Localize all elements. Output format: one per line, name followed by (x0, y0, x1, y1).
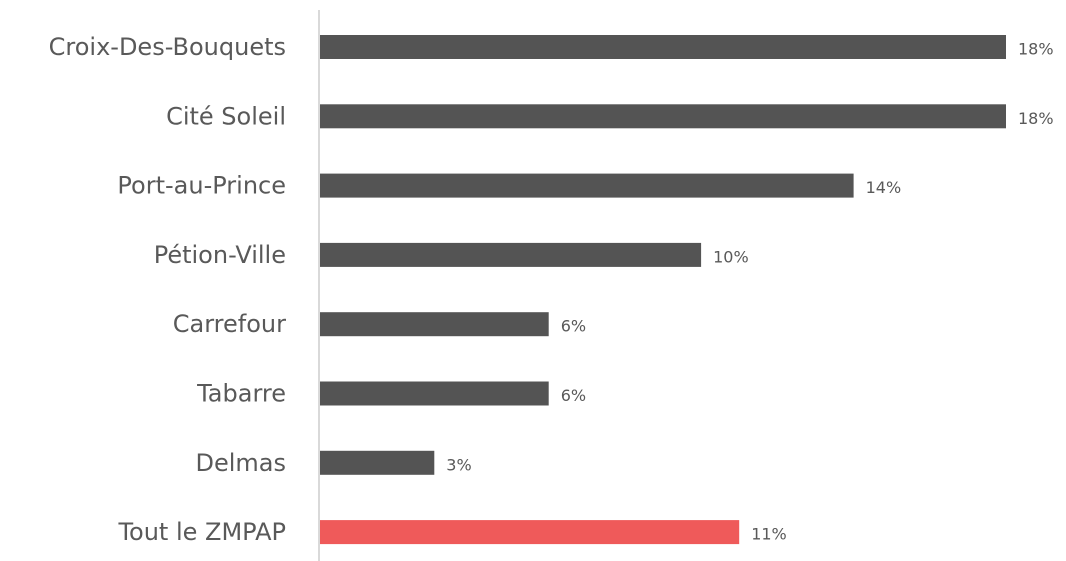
value-label-cite-soleil: 18% (1018, 109, 1054, 128)
value-label-petion-ville: 10% (713, 247, 749, 266)
category-label-tabarre: Tabarre (196, 380, 286, 408)
value-label-tout-le-zmpap: 11% (751, 525, 787, 544)
bars-group (320, 35, 1006, 545)
value-label-tabarre: 6% (561, 386, 586, 405)
category-label-port-au-prince: Port-au-Prince (117, 172, 286, 200)
category-label-carrefour: Carrefour (173, 310, 286, 338)
bar-port-au-prince (320, 173, 854, 198)
bar-petion-ville (320, 242, 702, 267)
category-label-delmas: Delmas (195, 449, 286, 477)
labels-group: Croix-Des-Bouquets 18% Cité Soleil 18% Port-… (49, 33, 1054, 546)
value-label-port-au-prince: 14% (866, 178, 902, 197)
bar-tabarre (320, 381, 549, 406)
bar-tout-le-zmpap (320, 520, 740, 545)
bar-delmas (320, 450, 435, 475)
value-label-croix-des-bouquets: 18% (1018, 40, 1054, 59)
bar-carrefour (320, 312, 549, 337)
category-label-cite-soleil: Cité Soleil (166, 102, 286, 130)
category-label-croix-des-bouquets: Croix-Des-Bouquets (49, 33, 286, 61)
bar-croix-des-bouquets (320, 35, 1006, 59)
value-label-delmas: 3% (446, 455, 471, 474)
bar-cite-soleil (320, 104, 1006, 129)
value-label-carrefour: 6% (561, 317, 586, 336)
category-label-tout-le-zmpap: Tout le ZMPAP (117, 518, 286, 546)
category-label-petion-ville: Pétion-Ville (154, 241, 286, 269)
